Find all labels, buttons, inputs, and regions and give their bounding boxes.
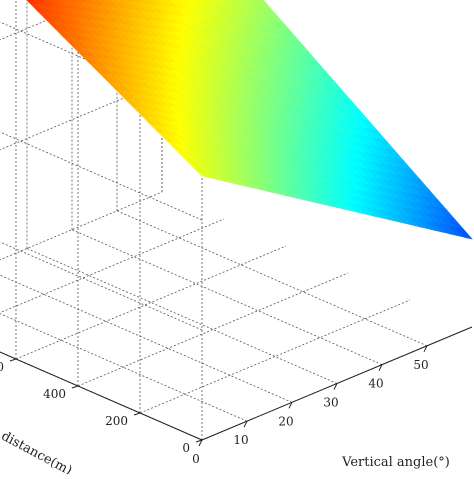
floor-gridline bbox=[116, 210, 428, 347]
y-tick-label: 0 bbox=[182, 441, 190, 455]
x-tick-mark bbox=[198, 439, 203, 447]
floor-gridline bbox=[26, 248, 338, 384]
side-wall-gridline bbox=[0, 241, 203, 331]
side-wall-gridline bbox=[0, 131, 203, 221]
floor-gridline bbox=[77, 272, 349, 387]
x-tick-label: 10 bbox=[233, 433, 248, 447]
y-tick-label: 400 bbox=[43, 387, 66, 401]
y-tick-mark bbox=[71, 385, 79, 389]
x-tick-label: 50 bbox=[413, 358, 428, 372]
x-tick-mark bbox=[243, 420, 248, 428]
y-tick-label: 600 bbox=[0, 360, 4, 374]
y-tick-mark bbox=[9, 358, 17, 362]
floor-gridline bbox=[139, 299, 411, 414]
tick-labels: 010203040500200400600800 bbox=[0, 345, 429, 466]
y-tick-mark bbox=[195, 439, 203, 443]
surface-mesh bbox=[26, 0, 473, 240]
y-tick-label: 200 bbox=[105, 414, 128, 428]
floor-gridline bbox=[71, 229, 383, 366]
x-tick-mark bbox=[423, 345, 428, 353]
x-tick-label: 20 bbox=[278, 414, 293, 428]
back-wall-gridline bbox=[0, 191, 163, 261]
x-tick-mark bbox=[333, 383, 338, 390]
x-axis-label: Vertical angle(°) bbox=[341, 455, 450, 470]
x-tick-mark bbox=[288, 402, 293, 409]
floor-gridline bbox=[0, 218, 225, 314]
floor-gridline bbox=[0, 313, 248, 422]
x-tick-label: 30 bbox=[323, 396, 338, 410]
floor-gridline bbox=[0, 351, 203, 441]
y-axis-line bbox=[0, 351, 203, 441]
y-axis-label: e distance(m) bbox=[0, 423, 74, 474]
x-tick-label: 0 bbox=[192, 452, 200, 466]
floor-gridline bbox=[0, 274, 293, 403]
floor-gridline bbox=[15, 245, 287, 360]
side-wall-gridline bbox=[0, 351, 203, 441]
y-tick-mark bbox=[133, 412, 141, 416]
x-tick-label: 40 bbox=[368, 377, 383, 391]
x-tick-mark bbox=[378, 364, 383, 371]
surface-patch bbox=[455, 226, 473, 240]
